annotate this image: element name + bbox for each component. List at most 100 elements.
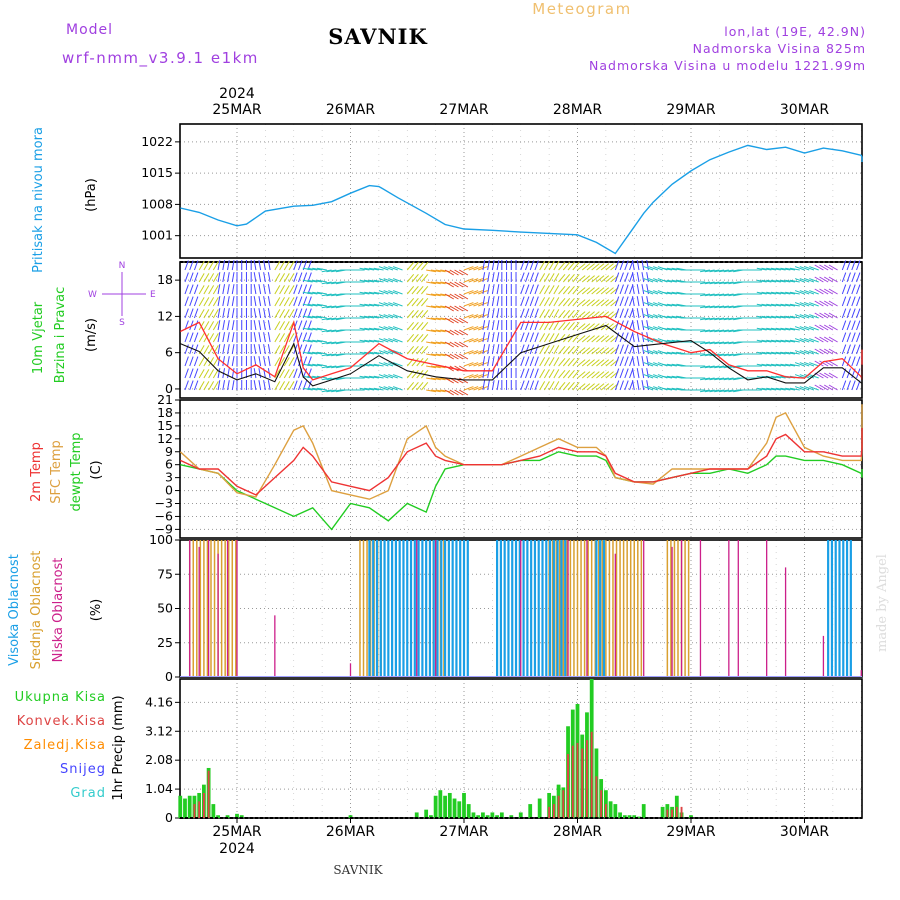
wind-arrow [426, 389, 437, 393]
wind-arrow [728, 317, 739, 321]
wind-arrow [789, 363, 800, 367]
wind-arrow [212, 333, 219, 343]
wind-arrow [714, 317, 725, 321]
wind-arrow [529, 356, 535, 367]
wind-arrow [392, 362, 403, 367]
wind-arrow [851, 296, 856, 307]
wind-arrow [359, 327, 370, 331]
wind-arrow [231, 344, 235, 355]
wind-arrow [189, 296, 194, 307]
wind-arrow [558, 322, 566, 331]
wind-arrow [548, 381, 555, 391]
wind-arrow [671, 267, 682, 271]
wind-arrow [288, 273, 295, 283]
wind-arrow [581, 335, 591, 343]
wind-arrow [785, 315, 796, 319]
wind-arrow [548, 357, 555, 367]
wind-arrow [359, 315, 370, 319]
wind-arrow [709, 305, 720, 309]
wind-arrow [263, 356, 266, 367]
wind-arrow [388, 374, 398, 379]
wind-arrow [728, 305, 739, 309]
wind-arrow [189, 272, 194, 283]
precip-total-bar [495, 815, 499, 818]
wind-arrow [624, 368, 629, 379]
wind-arrow [814, 336, 824, 343]
wind-arrow [482, 260, 486, 271]
wind-arrow [222, 260, 226, 271]
wind-arrow [770, 363, 781, 367]
wind-arrow [709, 389, 720, 393]
wind-arrow [671, 375, 682, 379]
wind-arrow [699, 293, 711, 297]
wind-arrow [307, 327, 318, 331]
wind-arrow [856, 344, 861, 355]
precip-conv-bar [571, 745, 574, 818]
wind-arrow [364, 351, 375, 355]
wind-arrow [217, 332, 221, 343]
wind-arrow [841, 272, 847, 283]
wind-arrow [373, 339, 384, 343]
wind-arrow [529, 260, 535, 271]
wind-arrow [525, 380, 530, 391]
wind-arrow [184, 332, 189, 343]
wind-arrow [662, 279, 673, 283]
wind-arrow [222, 320, 226, 331]
wind-arrow [184, 260, 189, 271]
wind-arrow [718, 305, 729, 309]
wind-arrow [331, 341, 342, 345]
wind-arrow [581, 383, 591, 391]
wind-arrow [809, 386, 819, 391]
wind-arrow [463, 386, 474, 391]
wind-arrow [321, 305, 332, 309]
wind-arrow [548, 297, 555, 307]
wind-arrow [828, 348, 838, 355]
wind-arrow [641, 332, 645, 343]
wind-arrow [794, 350, 805, 355]
wind-arrow [426, 377, 437, 381]
wind-arrow [562, 358, 571, 367]
wind-arrow [468, 374, 479, 379]
precip-total-bar [641, 804, 646, 818]
wind-arrow [321, 281, 332, 285]
wind-arrow [302, 291, 313, 295]
wind-arrow [586, 299, 595, 307]
wind-arrow [406, 262, 415, 271]
wind-arrow [548, 285, 555, 295]
wind-arrow [819, 348, 829, 355]
wind-arrow [558, 262, 566, 271]
wind-arrow [775, 351, 786, 355]
wind-arrow [553, 357, 560, 367]
panel-frame [179, 678, 863, 819]
wind-arrow [809, 338, 819, 343]
wind-arrow [368, 387, 379, 391]
wind-arrow [648, 266, 659, 271]
wind-arrow [756, 279, 767, 283]
wind-arrow [636, 272, 640, 283]
wind-arrow [378, 374, 389, 379]
wind-arrow [198, 309, 205, 319]
precip-total-bar [452, 798, 457, 818]
wind-arrow [411, 370, 419, 379]
wind-arrow [189, 380, 194, 391]
wind-arrow [709, 281, 720, 285]
sfc-temp-line [179, 404, 863, 500]
wind-arrow [841, 296, 847, 307]
wind-arrow [520, 260, 525, 271]
wind-arrow [809, 278, 819, 283]
wind-arrow [823, 312, 834, 319]
wind-arrow [421, 334, 429, 343]
wind-arrow [591, 299, 600, 307]
wind-arrow [364, 375, 375, 379]
wind-arrow [643, 386, 654, 391]
wind-arrow [383, 326, 394, 331]
wind-arrow [636, 308, 640, 319]
wind-arrow [435, 305, 446, 309]
wind-arrow [263, 260, 266, 271]
wind-arrow [473, 386, 484, 391]
y-tick-label: 2.08 [145, 752, 173, 767]
precip-conv-bar [581, 748, 584, 818]
wind-arrow [222, 380, 226, 391]
wind-arrow [267, 260, 271, 271]
